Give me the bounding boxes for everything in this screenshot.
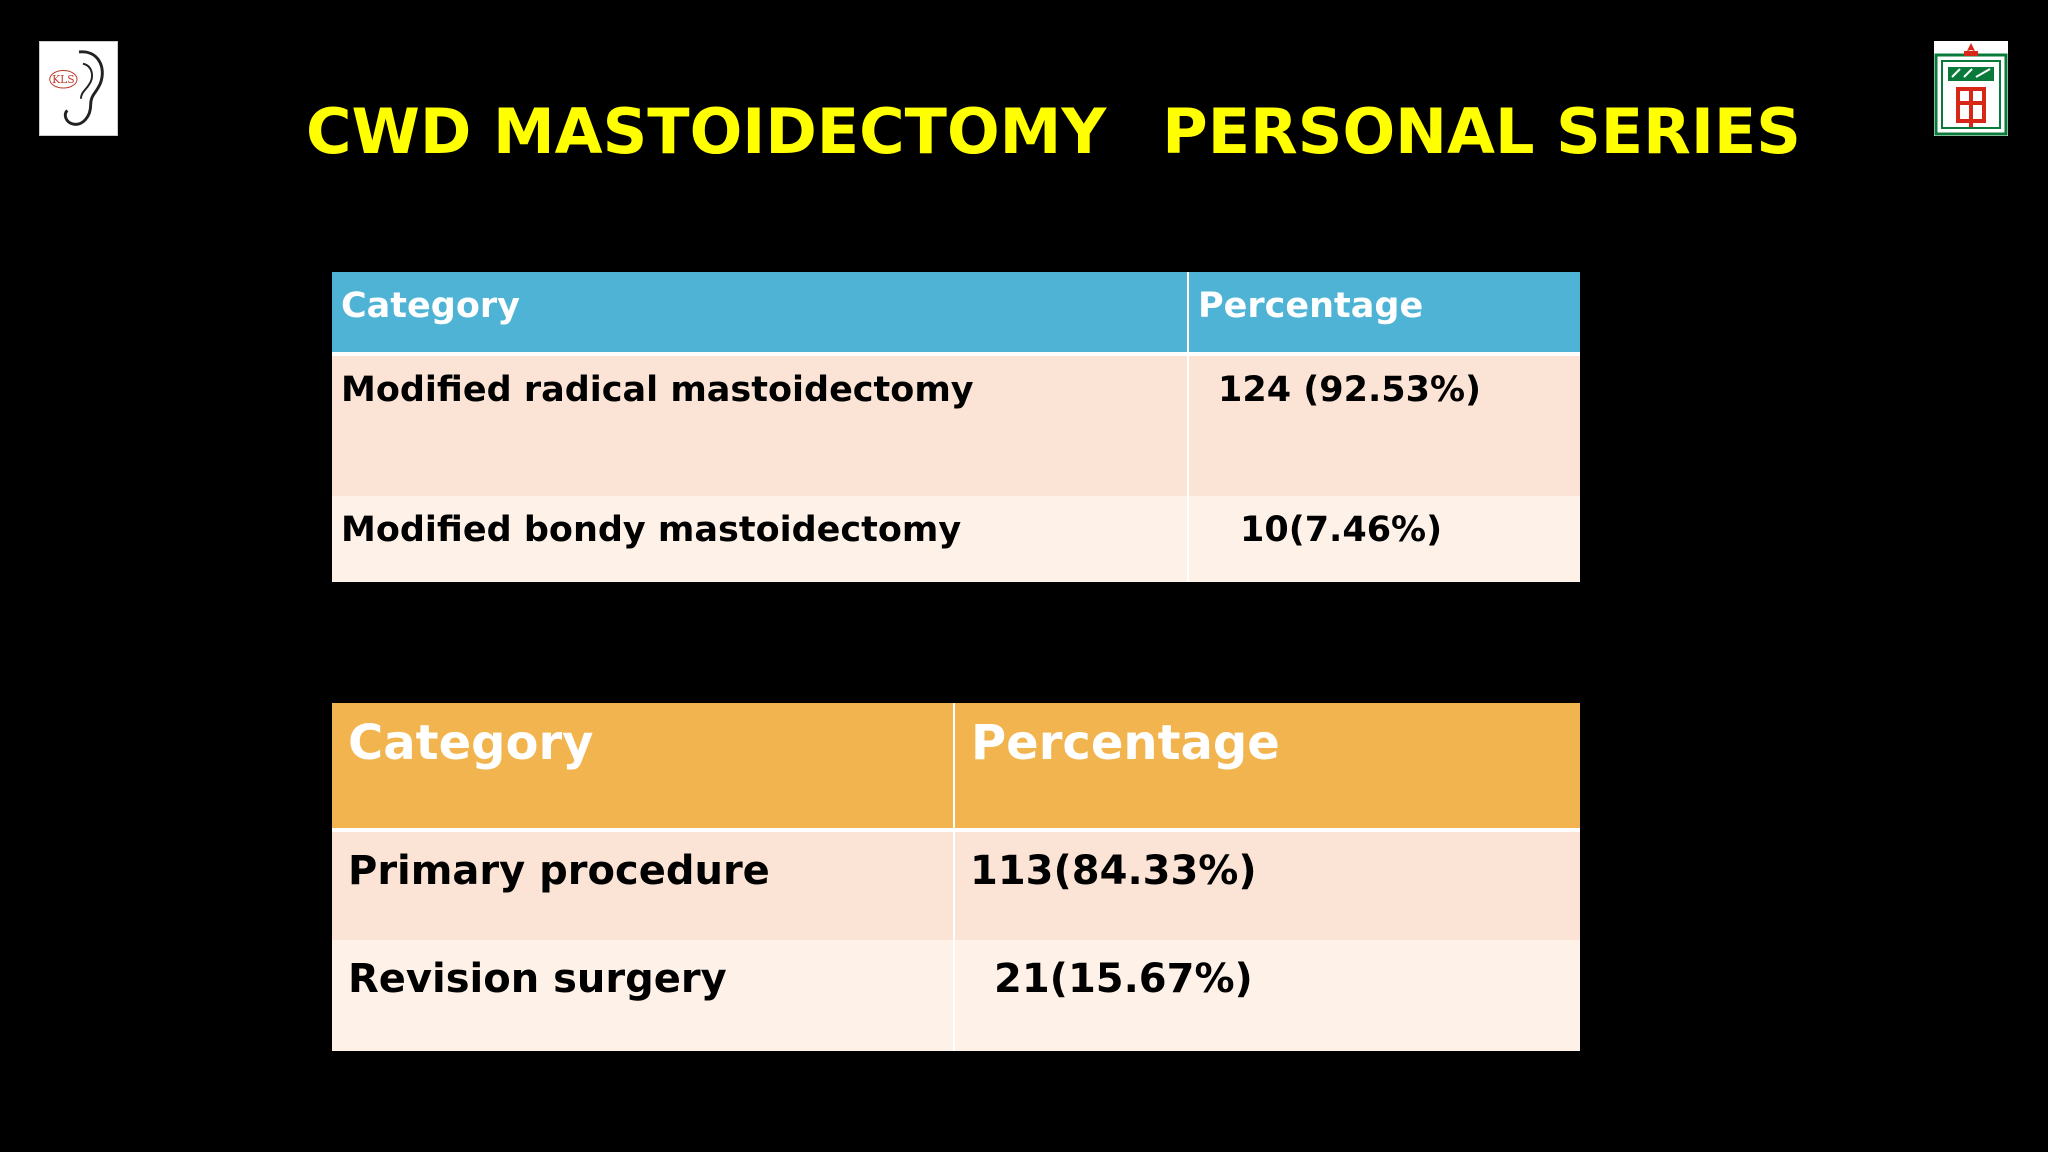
row-percentage: 113(84.33%) [953,830,1580,940]
ear-logo-icon: KLS [49,50,104,126]
row-percentage: 124 (92.53%) [1187,354,1580,496]
table-header-row: Category Percentage [332,703,1580,832]
procedure-status-table: Category Percentage Primary procedure 11… [332,703,1580,1051]
title-part-2: PERSONAL SERIES [1162,95,1801,168]
table-row: Primary procedure 113(84.33%) [332,830,1580,940]
row-category: Modified radical mastoidectomy [332,354,1188,496]
table-header-row: Category Percentage [332,272,1580,356]
header-percentage: Percentage [1187,272,1580,356]
row-percentage: 21(15.67%) [953,940,1580,1051]
hospital-crest-logo [1934,41,2008,136]
header-percentage: Percentage [953,703,1580,832]
table-row: Revision surgery 21(15.67%) [332,940,1580,1051]
row-category: Revision surgery [332,940,954,1051]
kls-logo-text: KLS [52,73,74,86]
table-row: Modified bondy mastoidectomy 10(7.46%) [332,496,1580,582]
slide-title: CWD MASTOIDECTOMY PERSONAL SERIES [306,92,1801,172]
row-category: Primary procedure [332,830,954,940]
kls-ear-logo: KLS [39,41,118,136]
procedure-type-table: Category Percentage Modified radical mas… [332,272,1580,582]
row-category: Modified bondy mastoidectomy [332,496,1188,582]
table-row: Modified radical mastoidectomy 124 (92.5… [332,354,1580,496]
header-category: Category [332,703,954,832]
header-category: Category [332,272,1188,356]
row-percentage: 10(7.46%) [1187,496,1580,582]
title-part-1: CWD MASTOIDECTOMY [306,95,1107,168]
hospital-crest-icon [1934,43,2008,136]
